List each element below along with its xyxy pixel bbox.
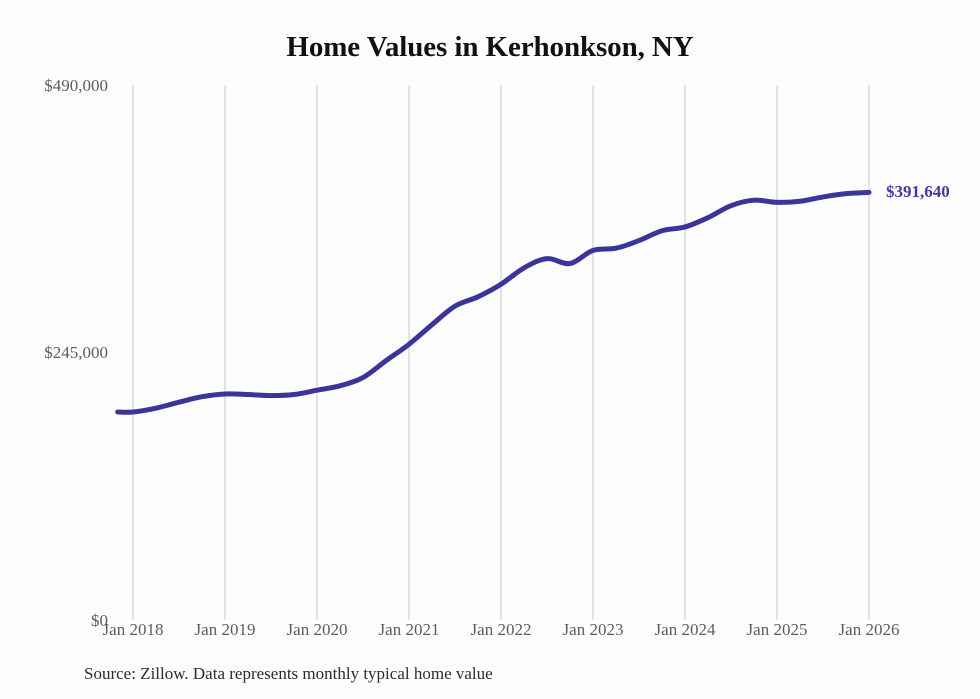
y-tick-label-245000: $245,000	[44, 343, 108, 362]
x-tick-label-jan-2018: Jan 2018	[102, 620, 164, 639]
x-tick-label-jan-2022: Jan 2022	[470, 620, 532, 639]
y-tick-label-0: $0	[91, 611, 108, 630]
x-tick-label-jan-2026: Jan 2026	[838, 620, 900, 639]
x-tick-label-jan-2020: Jan 2020	[286, 620, 348, 639]
source-note: Source: Zillow. Data represents monthly …	[84, 664, 493, 683]
x-tick-label-jan-2024: Jan 2024	[654, 620, 716, 639]
x-tick-label-jan-2023: Jan 2023	[562, 620, 624, 639]
value-line-series	[115, 189, 872, 415]
x-tick-label-jan-2019: Jan 2019	[194, 620, 256, 639]
x-tick-label-jan-2025: Jan 2025	[746, 620, 808, 639]
y-axis: $490,000 $245,000 $0	[8, 0, 108, 699]
gridlines	[132, 85, 870, 620]
endpoint-value-label: $391,640	[886, 182, 950, 202]
page-title: Home Values in Kerhonkson, NY	[286, 31, 694, 63]
y-tick-label-490000: $490,000	[44, 76, 108, 95]
x-tick-label-jan-2021: Jan 2021	[378, 620, 440, 639]
